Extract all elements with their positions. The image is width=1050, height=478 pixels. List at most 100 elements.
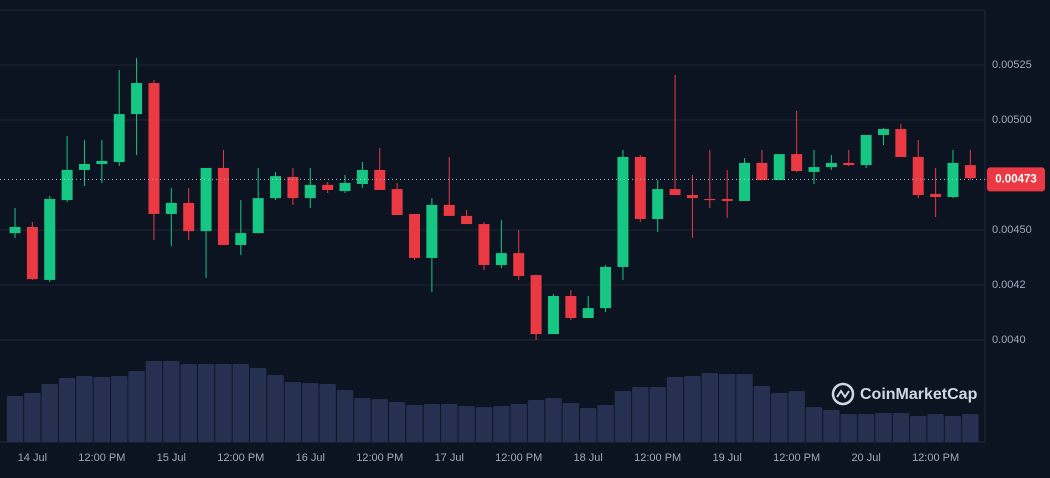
- volume-bar: [232, 364, 250, 442]
- candle-body: [9, 226, 21, 234]
- candle-layer: [9, 57, 976, 340]
- candle-body: [739, 162, 751, 201]
- volume-bar: [944, 416, 962, 442]
- candle-body: [947, 162, 959, 197]
- candle-body: [669, 189, 681, 196]
- volume-bar: [701, 373, 718, 442]
- candle-body: [721, 198, 733, 201]
- x-tick-label: 18 Jul: [574, 452, 603, 464]
- volume-bar: [180, 364, 197, 442]
- volume-bar: [927, 414, 944, 442]
- candle-body: [930, 193, 942, 197]
- volume-bar: [423, 404, 441, 442]
- volume-bar: [6, 396, 24, 442]
- volume-bar: [771, 393, 788, 442]
- candle-body: [374, 169, 386, 190]
- candle-body: [912, 156, 924, 196]
- volume-bar: [111, 376, 128, 442]
- volume-bar: [580, 408, 597, 442]
- candle-body: [148, 83, 160, 214]
- candle-body: [825, 162, 837, 168]
- volume-bar: [93, 377, 111, 442]
- volume-bar: [892, 413, 910, 442]
- x-tick-label: 12:00 PM: [217, 452, 264, 464]
- volume-bar: [302, 383, 319, 442]
- candle-body: [964, 165, 976, 179]
- logo: [836, 389, 850, 399]
- candle-body: [217, 167, 229, 245]
- candle-body: [773, 154, 785, 181]
- volume-bar: [475, 407, 493, 442]
- candle-body: [409, 213, 421, 258]
- candle-body: [686, 195, 698, 199]
- candle-body: [356, 169, 368, 185]
- candle-body: [565, 296, 577, 318]
- candle-body: [26, 226, 38, 280]
- grid: [0, 64, 985, 341]
- volume-bar: [406, 405, 423, 442]
- candle-body: [478, 224, 490, 265]
- volume-bar: [163, 361, 180, 442]
- x-tick-label: 19 Jul: [712, 452, 741, 464]
- candle-body: [652, 189, 664, 219]
- volume-bar: [666, 377, 684, 442]
- candle-body: [600, 266, 612, 309]
- y-tick-label: 0.0040: [992, 334, 1026, 346]
- volume-bar: [788, 391, 805, 442]
- volume-layer: [6, 361, 979, 442]
- candle-body: [461, 215, 473, 225]
- volume-bar: [58, 378, 76, 442]
- volume-bar: [510, 404, 527, 442]
- candle-body: [860, 134, 872, 166]
- volume-bar: [24, 393, 41, 442]
- candle-body: [878, 129, 889, 135]
- volume-bar: [371, 399, 388, 442]
- candle-body: [791, 154, 803, 172]
- x-tick-label: 12:00 PM: [78, 452, 125, 464]
- candle-body: [426, 204, 438, 258]
- candle-body: [495, 253, 507, 265]
- candle-body: [339, 182, 351, 192]
- volume-bar: [875, 413, 892, 442]
- volume-bar: [527, 400, 545, 442]
- x-tick-label: 12:00 PM: [356, 452, 403, 464]
- candle-body: [287, 176, 299, 199]
- volume-bar: [458, 406, 475, 442]
- candle-body: [235, 233, 247, 245]
- volume-bar: [910, 416, 927, 442]
- current-price-box: [987, 167, 1045, 192]
- candle-body: [617, 156, 629, 267]
- x-tick-label: 12:00 PM: [912, 452, 959, 464]
- volume-bar: [823, 410, 840, 442]
- current-price-label: 0.00473: [995, 173, 1037, 185]
- volume-bar: [962, 414, 979, 442]
- x-tick-label: 12:00 PM: [773, 452, 820, 464]
- volume-bar: [145, 361, 163, 442]
- candle-body: [322, 184, 334, 190]
- volume-bar: [493, 406, 510, 442]
- volume-bar: [128, 371, 145, 442]
- candle-body: [634, 156, 646, 219]
- volume-bar: [284, 382, 302, 442]
- x-tick-label: 16 Jul: [296, 452, 325, 464]
- overlay: 0.0040 0.0042 0.00450 0.00500 0.00525 14 Jul 1…: [0, 59, 1045, 464]
- candle-body: [808, 167, 820, 172]
- x-tick-label: 12:00 PM: [495, 452, 542, 464]
- x-tick-label: 17 Jul: [435, 452, 464, 464]
- volume-bar: [336, 390, 354, 442]
- volume-bar: [684, 376, 701, 442]
- volume-bar: [267, 375, 284, 442]
- candle-body: [131, 83, 143, 115]
- candle-body: [44, 198, 56, 280]
- volume-bar: [805, 407, 823, 442]
- watermark-text: CoinMarketCap: [860, 386, 978, 403]
- candle-body: [391, 189, 403, 216]
- candle-body: [252, 198, 264, 234]
- volume-bar: [41, 384, 58, 442]
- volume-bar: [718, 374, 736, 442]
- volume-bar: [441, 404, 458, 442]
- volume-bar: [736, 374, 753, 442]
- candle-body: [96, 160, 108, 164]
